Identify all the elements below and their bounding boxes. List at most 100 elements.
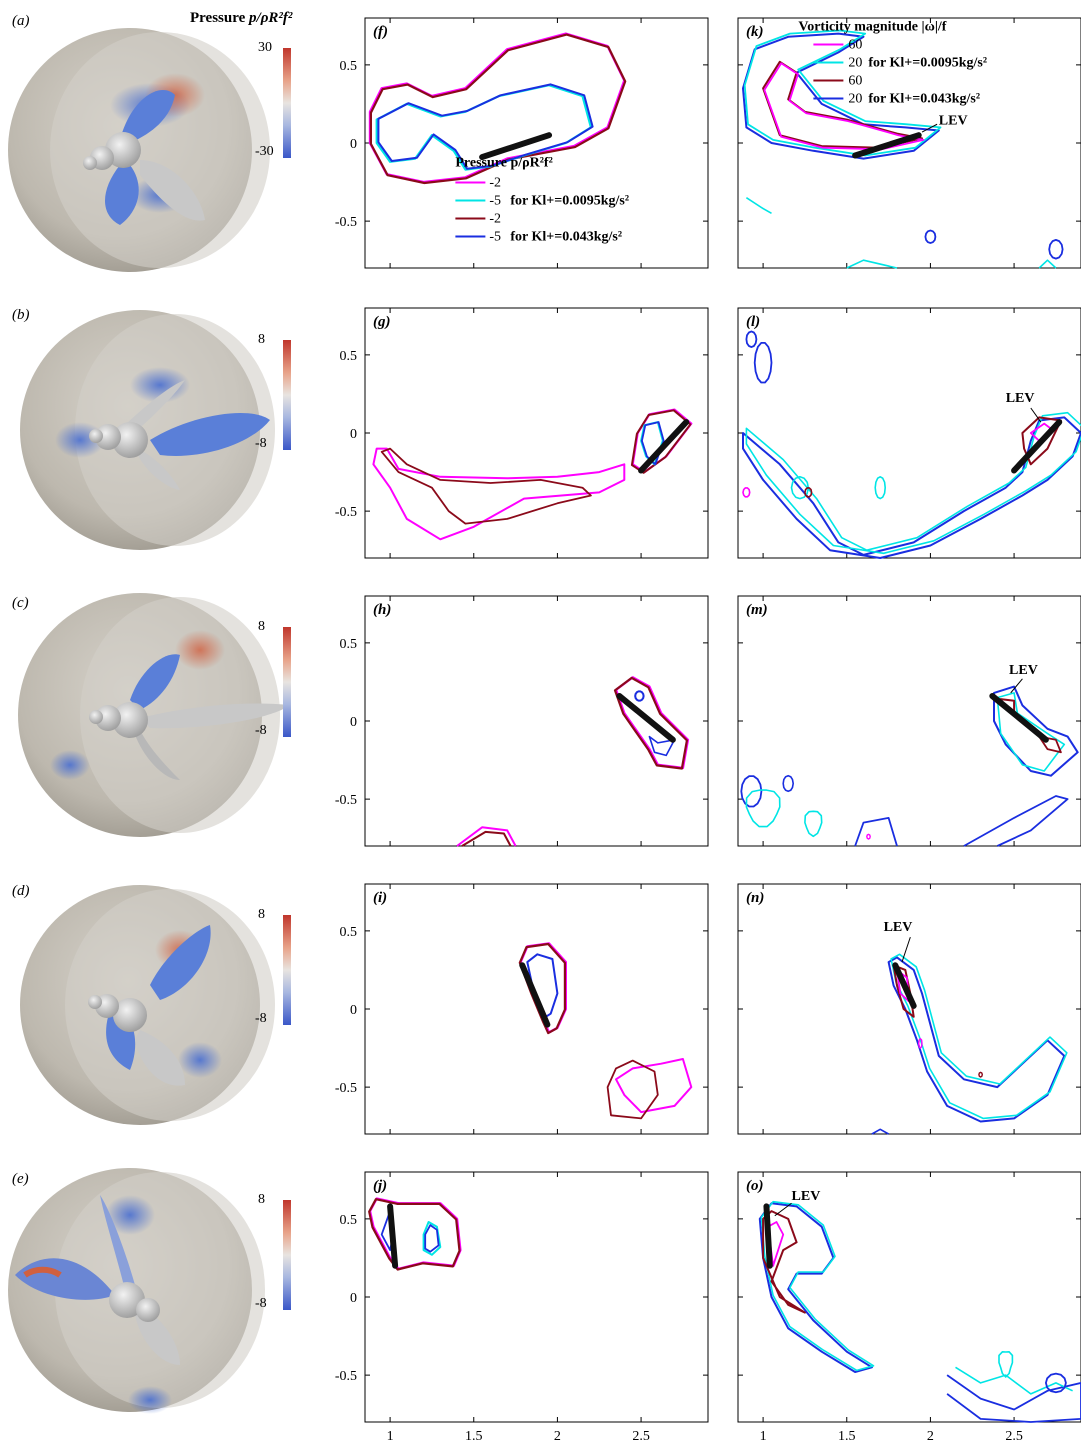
x-tick-label: 2.5 <box>1005 1429 1023 1444</box>
legend-value: -2 <box>489 211 501 226</box>
contour-magenta <box>372 447 626 541</box>
plot-frame <box>737 307 1081 559</box>
y-tick-label: -0.5 <box>335 793 357 808</box>
contour-blue <box>648 735 676 757</box>
contour-cyan <box>745 197 772 214</box>
x-tick-label: 1.5 <box>838 1429 856 1444</box>
contour-cyan <box>955 1366 1073 1395</box>
y-tick-label: 0 <box>350 715 357 730</box>
colorbar-max-label: 8 <box>258 619 265 634</box>
lev-pointer <box>1030 407 1042 423</box>
panel-label: (f) <box>373 24 388 40</box>
contour-blue <box>424 1224 440 1253</box>
plot-panel-k: (k) LEV Vorticity magnitude |ω|/f 60 20 60 20 f… <box>737 17 1081 269</box>
panel-label-e: (e) <box>12 1171 29 1187</box>
y-tick-label: -0.5 <box>335 215 357 230</box>
panel-label: (i) <box>373 890 387 906</box>
contour-blue <box>634 690 645 702</box>
colorbar-min-label: -8 <box>255 1296 267 1311</box>
colorbar-title-prefix: Pressure <box>190 10 250 26</box>
wing-plate <box>616 693 676 743</box>
y-tick-label: 0.5 <box>340 925 358 940</box>
wing-plate <box>989 693 1049 743</box>
pressure-legend-title: Pressure p/ρR²f² <box>455 155 552 170</box>
sphere-c <box>18 593 290 837</box>
contour-darkred <box>461 830 512 847</box>
contour-cyan <box>745 411 1081 555</box>
contour-cyan <box>422 1221 442 1256</box>
plot-frame <box>364 1171 709 1423</box>
plot-frame <box>364 307 709 559</box>
plot-panel-j: 0.5 0 -0.5 1 1.5 2 2.5 (j) <box>335 1171 709 1444</box>
contour-magenta <box>368 1197 462 1271</box>
contour-magenta <box>918 1038 923 1049</box>
legend-value: -2 <box>489 175 501 190</box>
colorbar-min-label: -8 <box>255 436 267 451</box>
colorbars <box>283 48 291 1310</box>
colorbar-title-math: p/ρR²f² <box>249 10 293 26</box>
colorbar-a <box>283 48 291 158</box>
contour-darkred <box>804 487 813 498</box>
contour-blue <box>993 685 1079 777</box>
panel-label: (j) <box>373 1178 387 1194</box>
legend-group-label: for Kl+=0.0095kg/s² <box>510 193 629 208</box>
contour-magenta <box>742 487 751 498</box>
colorbar-min-label: -8 <box>255 723 267 738</box>
y-tick-label: 0.5 <box>340 349 358 364</box>
y-tick-label: 0 <box>350 137 357 152</box>
colorbar-max-label: 8 <box>258 332 265 347</box>
vorticity-legend-title: Vorticity magnitude |ω|/f <box>798 20 946 35</box>
contour-cyan <box>745 789 781 828</box>
y-tick-label: -0.5 <box>335 1369 357 1384</box>
wing-plate <box>638 419 690 474</box>
contour-magenta <box>763 62 925 151</box>
y-tick-label: 0 <box>350 1291 357 1306</box>
legend-value: -5 <box>489 193 501 208</box>
legend-group-label: for Kl+=0.043kg/s² <box>510 229 622 244</box>
y-tick-label: 0.5 <box>340 1213 358 1228</box>
wing-plate <box>1011 419 1063 474</box>
y-tick-label: 0.5 <box>340 637 358 652</box>
x-tick-label: 2 <box>927 1429 934 1444</box>
lev-pointer <box>774 1202 792 1217</box>
panel-label: (h) <box>373 602 391 618</box>
contour-blue <box>871 1128 889 1135</box>
colorbar-b <box>283 340 291 450</box>
legend-value: 20 <box>848 56 862 71</box>
x-tick-label: 1 <box>387 1429 394 1444</box>
contour-darkred <box>380 447 592 525</box>
contour-cyan <box>760 1200 875 1372</box>
plot-panel-m: (m) LEV <box>737 595 1081 847</box>
contour-cyan <box>1038 259 1057 269</box>
x-tick-label: 1 <box>760 1429 767 1444</box>
legend-value: 20 <box>848 92 862 107</box>
contour-darkred <box>892 964 915 1018</box>
contour-darkred <box>368 1198 461 1271</box>
colorbar-min-label: -30 <box>255 144 274 159</box>
colorbar-title: Pressure p/ρR²f² <box>190 10 292 27</box>
contour-darkred <box>606 1059 659 1120</box>
contour-blue <box>745 330 758 348</box>
panel-label-d: (d) <box>12 883 30 899</box>
colorbar-e <box>283 1200 291 1310</box>
wing-plate <box>763 1203 773 1269</box>
contour-blue <box>946 1374 1081 1423</box>
y-tick-label: 0.5 <box>340 59 358 74</box>
legend-value: -5 <box>489 229 501 244</box>
panel-label-b: (b) <box>12 307 30 323</box>
contour-blue <box>758 1202 873 1373</box>
contour-darkred <box>369 33 627 185</box>
contour-blue <box>887 956 1066 1123</box>
panel-label: (g) <box>373 314 391 330</box>
colorbar-max-label: 8 <box>258 1192 265 1207</box>
panel-label: (o) <box>746 1178 764 1194</box>
wing-plate <box>387 1203 399 1269</box>
lev-pointer <box>1010 678 1023 694</box>
colorbar-max-label: 8 <box>258 907 265 922</box>
contour-cyan <box>996 692 1066 772</box>
panel-label: (k) <box>746 24 764 40</box>
panel-label: (n) <box>746 890 764 906</box>
plot-panel-g: 0.5 0 -0.5 (g) <box>335 307 709 559</box>
sphere-e <box>8 1168 265 1414</box>
contour-magenta <box>866 833 871 840</box>
